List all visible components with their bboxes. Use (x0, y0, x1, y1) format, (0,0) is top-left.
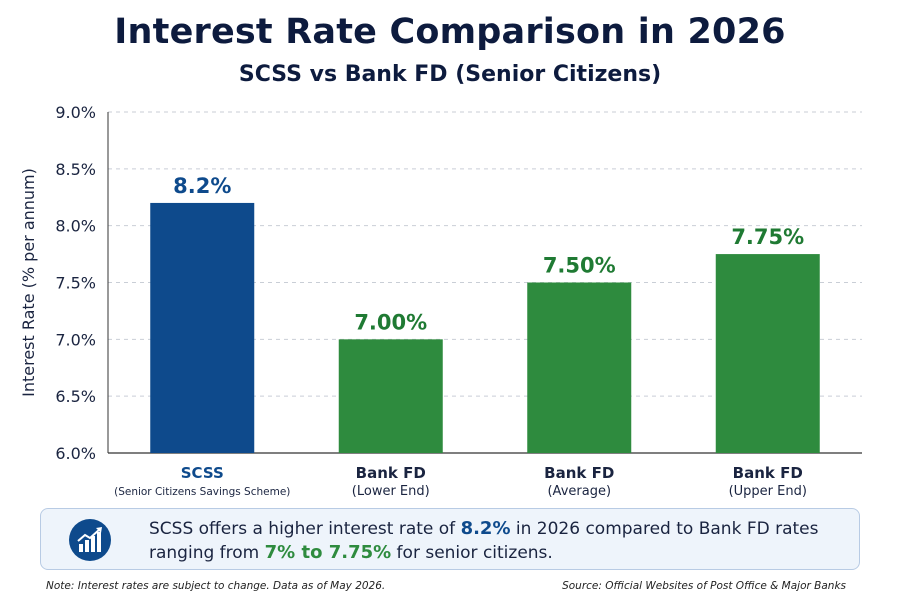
footer-source: Source: Official Websites of Post Office… (562, 580, 846, 592)
y-axis-label: Interest Rate (% per annum) (19, 168, 38, 397)
y-tick-label: 8.0% (55, 217, 96, 236)
bar-chart: 6.0% 6.5% 7.0% 7.5% 8.0% 8.5% 9.0% Interest Rat… (19, 103, 862, 499)
x-tick-sublabel: (Senior Citizens Savings Scheme) (114, 486, 290, 498)
bar (527, 282, 632, 453)
callout-text-3: ranging from (149, 543, 265, 563)
summary-callout: SCSS offers a higher interest rate of 8.… (40, 508, 860, 570)
footer-note: Note: Interest rates are subject to chan… (46, 580, 386, 592)
y-tick-label: 9.0% (55, 103, 96, 122)
callout-text-1: SCSS offers a higher interest rate of (149, 519, 461, 539)
callout-text: SCSS offers a higher interest rate of 8.… (149, 517, 849, 565)
data-label: 8.2% (173, 174, 231, 198)
bar (338, 339, 443, 453)
y-tick-label: 6.0% (55, 444, 96, 463)
data-label: 7.00% (354, 310, 427, 334)
data-label: 7.50% (543, 254, 616, 278)
chart-subtitle: SCSS vs Bank FD (Senior Citizens) (238, 62, 662, 87)
callout-highlight-fd: 7% to 7.75% (264, 542, 392, 563)
x-tick-label: Bank FD (356, 464, 426, 482)
y-tick-label: 7.5% (55, 274, 96, 293)
callout-highlight-scss: 8.2% (460, 518, 511, 539)
bar-chart-growth-icon (69, 519, 111, 561)
x-tick-sublabel: (Lower End) (352, 484, 430, 499)
callout-text-2: in 2026 compared to Bank FD rates (510, 519, 819, 539)
x-tick-sublabel: (Average) (547, 484, 611, 499)
chart-title: Interest Rate Comparison in 2026 (114, 12, 786, 52)
data-label: 7.75% (731, 225, 804, 249)
bar (150, 202, 255, 453)
y-tick-label: 7.0% (55, 330, 96, 349)
x-tick-sublabel: (Upper End) (729, 484, 807, 499)
x-tick-label: SCSS (181, 464, 224, 482)
callout-text-4: for senior citizens. (391, 543, 553, 563)
bar (715, 254, 820, 453)
y-tick-label: 8.5% (55, 160, 96, 179)
y-tick-label: 6.5% (55, 387, 96, 406)
x-tick-label: Bank FD (544, 464, 614, 482)
x-tick-label: Bank FD (733, 464, 803, 482)
